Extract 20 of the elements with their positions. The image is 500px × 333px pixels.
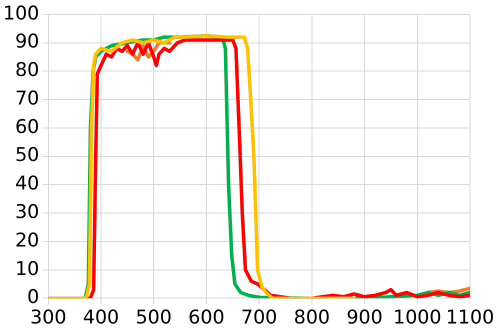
y-tick-label: 0 bbox=[27, 286, 40, 308]
x-tick-label: 900 bbox=[346, 306, 383, 329]
x-tick-label: 400 bbox=[82, 306, 120, 329]
x-tick-label: 700 bbox=[241, 306, 278, 329]
y-tick-label: 70 bbox=[15, 87, 40, 110]
y-tick-label: 100 bbox=[3, 2, 40, 24]
y-tick-label: 60 bbox=[15, 116, 40, 138]
x-tick-label: 600 bbox=[188, 306, 225, 329]
x-tick-label: 1100 bbox=[446, 306, 494, 329]
y-tick-label: 40 bbox=[15, 172, 40, 195]
y-tick-label: 90 bbox=[15, 30, 40, 53]
y-tick-label: 50 bbox=[15, 144, 40, 166]
x-tick-label: 300 bbox=[30, 306, 66, 329]
y-tick-label: 10 bbox=[15, 258, 40, 280]
x-tick-label: 800 bbox=[294, 306, 330, 329]
x-tick-label: 1000 bbox=[393, 306, 442, 329]
y-tick-label: 20 bbox=[15, 229, 40, 252]
y-tick-label: 80 bbox=[15, 59, 40, 82]
y-tick-label: 30 bbox=[15, 200, 40, 223]
x-tick-label: 500 bbox=[136, 306, 172, 329]
